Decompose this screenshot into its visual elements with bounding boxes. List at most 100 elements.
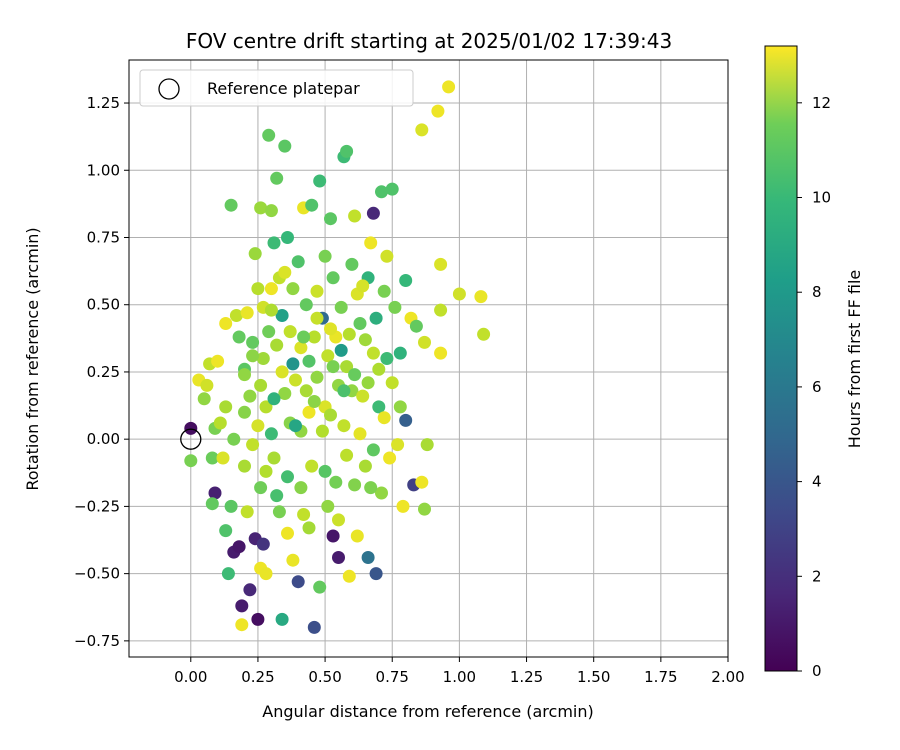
- y-tick-label: −0.50: [74, 565, 120, 583]
- x-tick-label: 0.25: [241, 668, 274, 686]
- data-point: [262, 128, 276, 142]
- data-point: [356, 279, 370, 293]
- data-point: [318, 464, 332, 478]
- data-point: [372, 400, 386, 414]
- data-point: [243, 389, 257, 403]
- y-axis-ticks: −0.75 −0.50 −0.25 0.00 0.25 0.50 0.75 1.00 1.25: [74, 94, 129, 650]
- data-points: [184, 80, 491, 634]
- data-point: [219, 317, 233, 330]
- data-point: [254, 201, 268, 215]
- data-point: [256, 537, 270, 551]
- data-point: [345, 257, 359, 271]
- data-point: [310, 284, 324, 298]
- data-point: [248, 247, 262, 261]
- data-point: [418, 502, 431, 516]
- legend-box: [139, 69, 414, 107]
- data-point: [348, 368, 362, 382]
- x-axis-title: Angular distance from reference (arcmin): [262, 702, 593, 721]
- colorbar-tick-label: 0: [812, 662, 822, 680]
- x-tick-label: 1.75: [644, 668, 677, 686]
- x-tick-label: 0.75: [376, 668, 409, 686]
- data-point: [286, 553, 300, 567]
- data-point: [321, 499, 335, 513]
- data-point: [281, 231, 294, 244]
- data-point: [415, 123, 429, 137]
- data-point: [232, 330, 246, 344]
- colorbar-tick-label: 6: [812, 378, 822, 396]
- data-point: [307, 330, 321, 344]
- data-point: [409, 319, 423, 333]
- data-point: [326, 271, 340, 285]
- data-point: [270, 171, 284, 185]
- colorbar-tick-label: 10: [812, 189, 831, 207]
- data-point: [278, 387, 292, 400]
- x-tick-label: 1.00: [443, 668, 476, 686]
- data-point: [297, 508, 311, 521]
- data-point: [240, 505, 254, 519]
- data-point: [227, 432, 241, 446]
- data-point: [324, 408, 337, 422]
- data-point: [310, 370, 324, 384]
- colorbar: [764, 45, 798, 672]
- data-point: [254, 481, 268, 495]
- data-point: [221, 567, 235, 581]
- data-point: [329, 475, 343, 489]
- data-point: [324, 212, 337, 226]
- data-point: [238, 459, 251, 473]
- data-point: [302, 354, 316, 368]
- data-point: [281, 470, 294, 484]
- data-point: [377, 284, 391, 298]
- data-point: [264, 204, 278, 218]
- y-tick-label: 0.75: [87, 228, 120, 246]
- data-point: [246, 335, 260, 349]
- y-tick-label: 0.50: [87, 296, 120, 314]
- x-tick-label: 1.25: [510, 668, 543, 686]
- data-point: [291, 575, 305, 589]
- data-point: [391, 438, 405, 452]
- data-point: [337, 419, 351, 433]
- data-point: [264, 303, 278, 317]
- data-point: [200, 378, 214, 392]
- data-point: [232, 540, 246, 554]
- data-point: [393, 346, 407, 360]
- data-point: [393, 400, 407, 414]
- data-point: [289, 373, 302, 387]
- data-point: [342, 327, 356, 341]
- data-point: [431, 104, 445, 118]
- data-point: [208, 486, 222, 500]
- data-point: [305, 198, 319, 212]
- data-point: [369, 311, 383, 325]
- data-point: [318, 249, 332, 263]
- data-point: [270, 489, 284, 503]
- legend-reference-marker: [158, 78, 180, 100]
- data-point: [326, 529, 340, 543]
- data-point: [372, 362, 386, 376]
- data-point: [305, 459, 319, 473]
- data-point: [272, 505, 286, 519]
- data-point: [205, 497, 219, 511]
- data-point: [246, 349, 260, 363]
- data-point: [474, 290, 488, 304]
- data-point: [324, 322, 337, 336]
- data-point: [364, 236, 378, 250]
- data-point: [283, 325, 297, 339]
- data-point: [235, 618, 249, 632]
- plot-frame: [128, 59, 729, 658]
- data-point: [219, 400, 233, 414]
- data-point: [326, 360, 340, 374]
- data-point: [219, 524, 233, 538]
- data-point: [334, 343, 348, 357]
- y-tick-label: 0.00: [87, 430, 120, 448]
- data-point: [235, 599, 249, 613]
- x-axis-ticks: 0.00 0.25 0.50 0.75 1.00 1.25 1.50 1.75 2.00: [174, 657, 745, 686]
- data-point: [377, 411, 391, 425]
- data-point: [418, 335, 431, 349]
- data-point: [299, 298, 313, 312]
- data-point: [264, 427, 278, 441]
- colorbar-tick-label: 12: [812, 94, 831, 112]
- x-tick-label: 2.00: [711, 668, 744, 686]
- data-point: [267, 451, 281, 465]
- data-point: [399, 413, 413, 427]
- data-point: [259, 400, 273, 414]
- data-point: [299, 384, 313, 398]
